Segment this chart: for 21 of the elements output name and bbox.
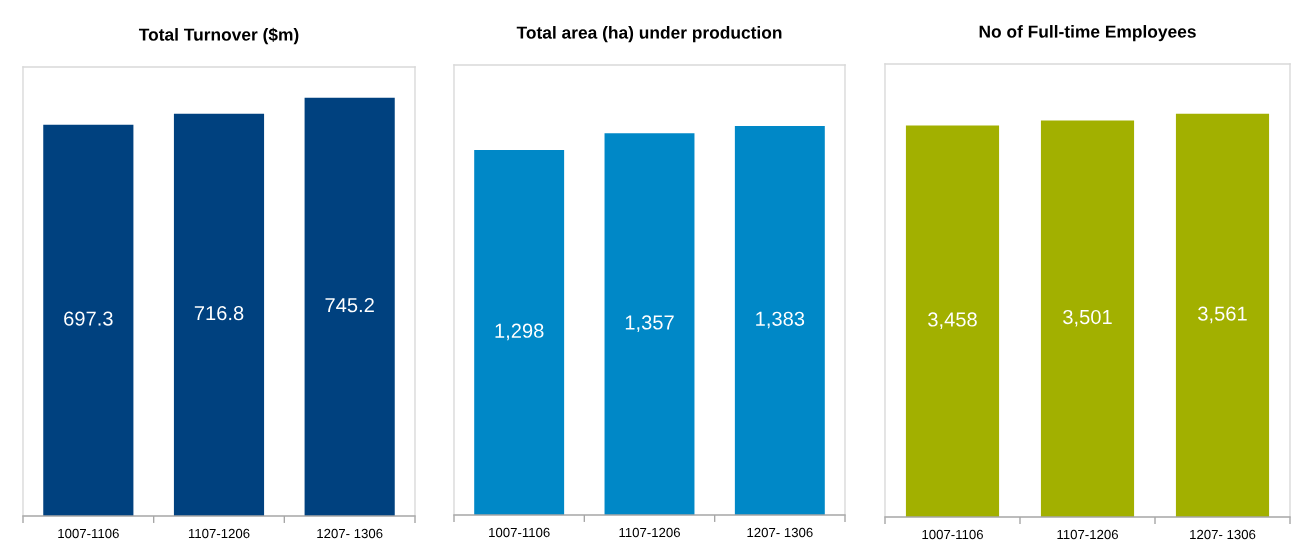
data-label: 1,298 (495, 323, 544, 341)
chart-title: Total area (ha) under production (516, 26, 782, 43)
x-tick-label: 1007-1106 (489, 527, 550, 538)
data-label: 745.2 (325, 298, 374, 313)
x-tick-label: 1207- 1306 (1190, 529, 1256, 540)
data-label: 697.3 (64, 311, 113, 326)
x-tick-label: 1207- 1306 (747, 527, 813, 538)
x-tick-label: 1207- 1306 (317, 528, 383, 539)
data-label: 3,458 (928, 312, 977, 329)
x-tick-label: 1107-1206 (619, 527, 680, 538)
x-tick-label: 1007-1106 (922, 529, 983, 540)
data-label: 1,383 (756, 311, 805, 329)
data-label: 1,357 (625, 315, 674, 332)
data-label: 3,501 (1063, 309, 1112, 327)
data-label: 716.8 (194, 305, 244, 321)
chart-title: No of Full-time Employees (979, 25, 1196, 42)
x-tick-label: 1107-1206 (1057, 529, 1118, 540)
x-tick-label: 1007-1106 (58, 528, 119, 539)
chart-title: Total Turnover ($m) (138, 27, 299, 45)
x-tick-label: 1107-1206 (188, 528, 250, 539)
data-label: 3,561 (1198, 306, 1247, 324)
